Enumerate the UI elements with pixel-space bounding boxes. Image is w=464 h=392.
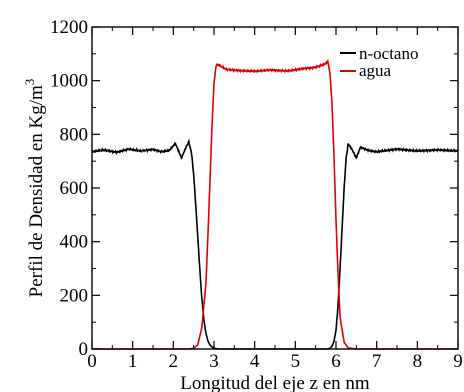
y-axis-label: Perfil de Densidad en Kg/m3 (22, 79, 47, 298)
x-tick-label-9: 9 (453, 351, 463, 372)
series-line-n-octano (91, 138, 459, 350)
y-tick-label-0: 0 (79, 339, 89, 360)
legend: n-octano agua (340, 44, 418, 80)
y-tick-label-6: 1200 (50, 17, 88, 38)
y-tick-label-2: 400 (60, 232, 89, 253)
svg-text:Perfil de Densidad en Kg/m3: Perfil de Densidad en Kg/m3 (22, 79, 47, 298)
legend-label-n-octano: n-octano (359, 44, 418, 63)
x-tick-label-5: 5 (291, 351, 301, 372)
x-axis-label: Longitud del eje z en nm (180, 373, 370, 392)
x-tick-label-8: 8 (413, 351, 423, 372)
x-tick-label-2: 2 (169, 351, 179, 372)
series-line-agua (92, 58, 458, 350)
y-tick-label-5: 1000 (50, 71, 88, 92)
y-tick-label-4: 800 (60, 124, 89, 145)
x-tick-label-6: 6 (331, 351, 341, 372)
x-tick-label-4: 4 (250, 351, 260, 372)
legend-label-agua: agua (359, 61, 392, 80)
x-tick-label-3: 3 (209, 351, 219, 372)
y-tick-label-1: 200 (60, 285, 89, 306)
x-tick-label-1: 1 (128, 351, 138, 372)
x-tick-label-0: 0 (87, 351, 97, 372)
y-axis-label-superscript: 3 (22, 79, 37, 86)
y-tick-label-3: 600 (60, 178, 89, 199)
series-layer (91, 58, 459, 350)
x-tick-label-7: 7 (372, 351, 382, 372)
y-axis-label-text: Perfil de Densidad en Kg/m (26, 85, 47, 297)
plot-frame (91, 26, 459, 350)
axis-ticks: 0 1 2 3 4 5 6 7 8 9 0 200 400 600 800 1000 1200 (50, 17, 463, 372)
